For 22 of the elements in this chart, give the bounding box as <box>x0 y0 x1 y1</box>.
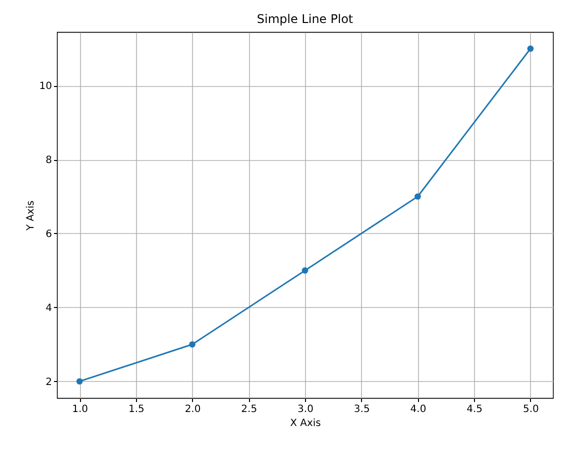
x-tick-label: 2.0 <box>184 404 201 415</box>
x-tick-label: 2.5 <box>241 404 258 415</box>
chart-title: Simple Line Plot <box>256 12 354 26</box>
y-tick-label: 8 <box>46 155 52 166</box>
y-tick-label: 10 <box>39 81 52 92</box>
point <box>414 193 421 200</box>
x-tick-label: 4.0 <box>410 404 426 415</box>
y-tick-label: 2 <box>46 376 52 388</box>
y-axis-title: Y Axis <box>25 200 36 232</box>
point <box>527 45 534 52</box>
x-tick-label: 5.0 <box>523 404 539 415</box>
x-tick-label: 4.5 <box>466 404 483 415</box>
x-tick-label: 3.5 <box>354 404 370 415</box>
y-tick-label: 6 <box>46 228 52 240</box>
point <box>189 341 196 348</box>
point <box>302 267 308 274</box>
point <box>76 378 83 385</box>
x-tick-label: 1.5 <box>128 404 144 415</box>
x-tick-label: 3.0 <box>298 404 314 415</box>
y-tick-label: 4 <box>46 302 52 314</box>
x-tick-label: 1.0 <box>72 404 88 415</box>
x-axis-title: X Axis <box>290 418 321 429</box>
